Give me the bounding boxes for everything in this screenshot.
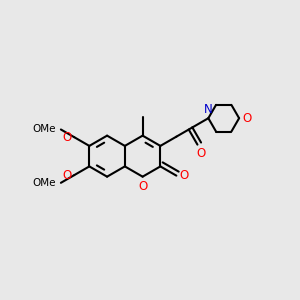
Text: O: O xyxy=(180,169,189,182)
Text: OMe: OMe xyxy=(33,178,56,188)
Text: OMe: OMe xyxy=(33,124,56,134)
Text: O: O xyxy=(196,147,206,160)
Text: N: N xyxy=(204,103,213,116)
Text: O: O xyxy=(63,169,72,182)
Text: O: O xyxy=(138,180,147,194)
Text: O: O xyxy=(63,131,72,144)
Text: O: O xyxy=(243,112,252,125)
